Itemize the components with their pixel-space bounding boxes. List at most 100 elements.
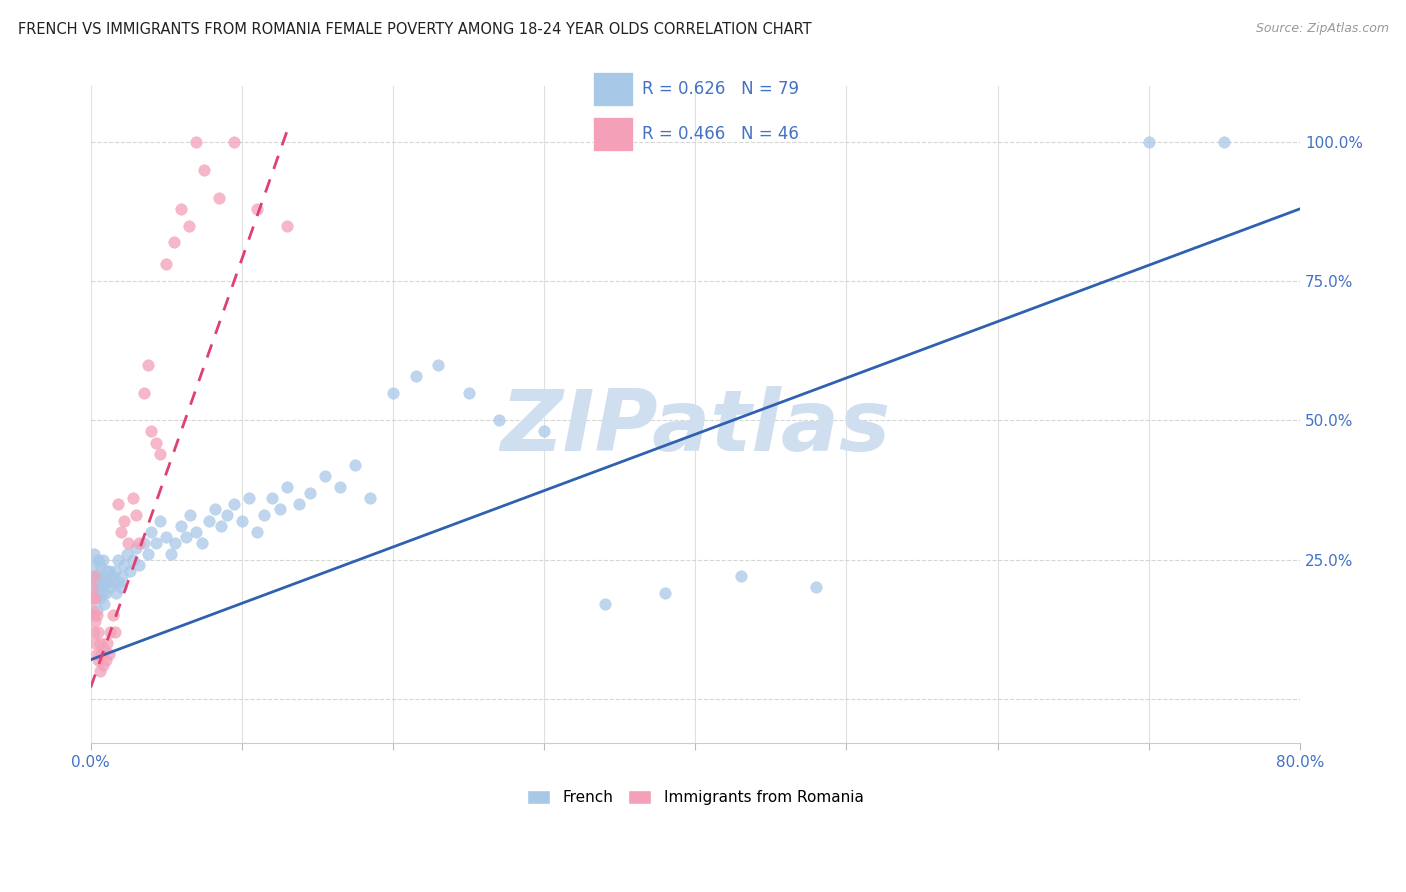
Point bbox=[86, 608, 108, 623]
Point bbox=[89, 636, 111, 650]
Point bbox=[381, 385, 404, 400]
Point bbox=[82, 591, 104, 606]
Point bbox=[96, 574, 118, 589]
Point bbox=[269, 502, 291, 516]
Point bbox=[186, 524, 208, 539]
Point bbox=[132, 385, 155, 400]
Point bbox=[177, 219, 200, 233]
Point bbox=[97, 647, 120, 661]
Point bbox=[108, 574, 131, 589]
Point bbox=[806, 580, 828, 594]
Point bbox=[89, 591, 111, 606]
Point bbox=[82, 580, 104, 594]
Point bbox=[83, 569, 105, 583]
Point bbox=[86, 569, 108, 583]
Point bbox=[87, 552, 110, 566]
Point bbox=[105, 586, 128, 600]
Point bbox=[117, 536, 139, 550]
Point bbox=[359, 491, 381, 506]
Point bbox=[145, 435, 167, 450]
Point bbox=[145, 536, 167, 550]
Point bbox=[87, 624, 110, 639]
Point bbox=[103, 608, 125, 623]
Point bbox=[84, 591, 107, 606]
Point bbox=[93, 597, 115, 611]
Point bbox=[488, 413, 510, 427]
Point bbox=[136, 547, 159, 561]
Text: FRENCH VS IMMIGRANTS FROM ROMANIA FEMALE POVERTY AMONG 18-24 YEAR OLDS CORRELATI: FRENCH VS IMMIGRANTS FROM ROMANIA FEMALE… bbox=[18, 22, 811, 37]
Point bbox=[104, 564, 127, 578]
Point bbox=[149, 447, 172, 461]
Point bbox=[94, 653, 117, 667]
Point bbox=[82, 602, 104, 616]
Point bbox=[115, 547, 138, 561]
Text: ZIPatlas: ZIPatlas bbox=[501, 386, 890, 469]
Text: Source: ZipAtlas.com: Source: ZipAtlas.com bbox=[1256, 22, 1389, 36]
Text: R = 0.466   N = 46: R = 0.466 N = 46 bbox=[643, 125, 799, 143]
Point bbox=[132, 536, 155, 550]
Point bbox=[82, 569, 104, 583]
Point bbox=[93, 641, 115, 656]
Point bbox=[246, 524, 269, 539]
Point bbox=[110, 580, 132, 594]
Point bbox=[86, 602, 108, 616]
Point bbox=[83, 608, 105, 623]
Point bbox=[89, 664, 111, 678]
Point bbox=[1213, 135, 1236, 149]
Point bbox=[91, 552, 114, 566]
Point bbox=[128, 558, 150, 573]
Point bbox=[111, 569, 134, 583]
Point bbox=[654, 586, 676, 600]
Point bbox=[533, 425, 555, 439]
Point bbox=[186, 135, 208, 149]
Point bbox=[107, 497, 129, 511]
FancyBboxPatch shape bbox=[593, 72, 633, 105]
Point bbox=[83, 547, 105, 561]
Point bbox=[246, 202, 269, 216]
Point bbox=[170, 202, 193, 216]
Point bbox=[191, 536, 214, 550]
Point bbox=[209, 519, 232, 533]
Point bbox=[224, 497, 246, 511]
Point bbox=[94, 564, 117, 578]
Point bbox=[93, 574, 115, 589]
Point bbox=[174, 530, 197, 544]
Point bbox=[94, 586, 117, 600]
Point bbox=[122, 552, 145, 566]
Point bbox=[405, 368, 427, 383]
Point bbox=[90, 569, 112, 583]
Point bbox=[730, 569, 752, 583]
Point bbox=[107, 552, 129, 566]
Point bbox=[314, 469, 336, 483]
Point bbox=[110, 524, 132, 539]
Point bbox=[276, 219, 298, 233]
Point bbox=[288, 497, 311, 511]
Point bbox=[84, 558, 107, 573]
Point bbox=[91, 586, 114, 600]
Point bbox=[231, 514, 253, 528]
Legend: French, Immigrants from Romania: French, Immigrants from Romania bbox=[522, 784, 869, 811]
Point bbox=[83, 580, 105, 594]
Point bbox=[98, 580, 121, 594]
Point bbox=[155, 258, 177, 272]
Point bbox=[90, 580, 112, 594]
Point bbox=[163, 235, 186, 250]
Point bbox=[204, 502, 226, 516]
Point bbox=[197, 514, 219, 528]
Point bbox=[208, 191, 231, 205]
Point bbox=[329, 480, 352, 494]
Point bbox=[122, 491, 145, 506]
Point bbox=[193, 162, 215, 177]
Point bbox=[457, 385, 479, 400]
Point bbox=[125, 541, 148, 556]
Point bbox=[97, 564, 120, 578]
Point bbox=[179, 508, 201, 522]
Text: R = 0.626   N = 79: R = 0.626 N = 79 bbox=[643, 80, 799, 98]
Point bbox=[149, 514, 172, 528]
Point bbox=[224, 135, 246, 149]
Point bbox=[298, 485, 321, 500]
Point bbox=[112, 514, 135, 528]
Point bbox=[96, 636, 118, 650]
Point bbox=[84, 614, 107, 628]
Point bbox=[344, 458, 367, 472]
